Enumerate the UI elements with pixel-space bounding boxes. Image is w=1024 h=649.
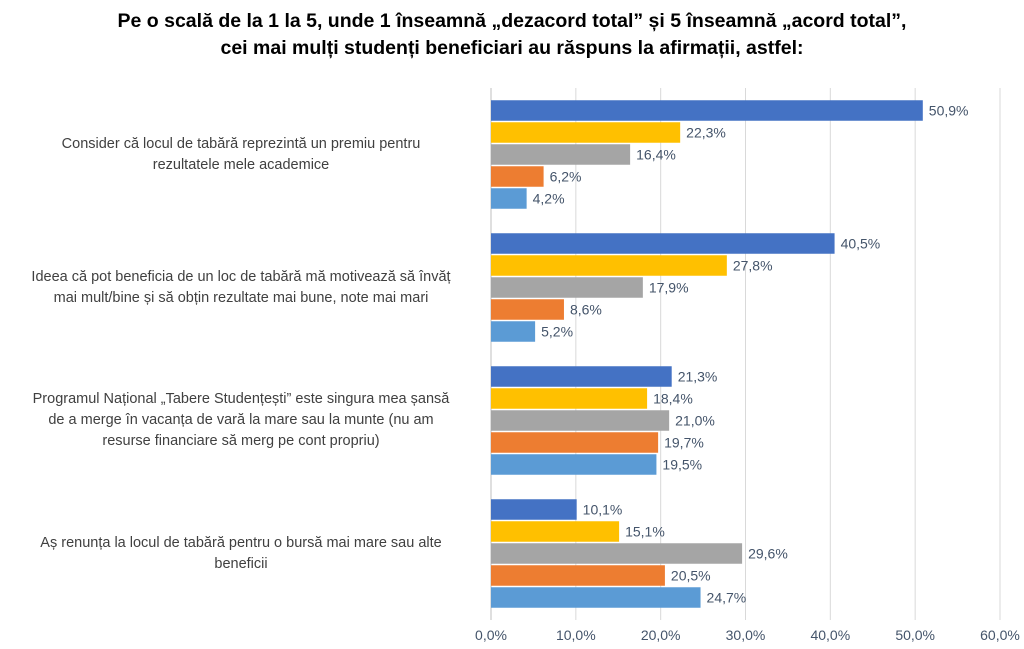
bar bbox=[491, 543, 743, 564]
bar bbox=[491, 521, 620, 542]
data-label: 50,9% bbox=[929, 103, 969, 119]
data-label: 6,2% bbox=[550, 169, 582, 185]
x-tick-label: 20,0% bbox=[641, 627, 681, 643]
x-tick-label: 50,0% bbox=[895, 627, 935, 643]
bar bbox=[491, 454, 657, 475]
bar bbox=[491, 100, 923, 121]
bar bbox=[491, 122, 681, 143]
data-label: 20,5% bbox=[671, 568, 711, 584]
data-label: 5,2% bbox=[541, 324, 573, 340]
x-tick-label: 0,0% bbox=[475, 627, 507, 643]
chart-title: Pe o scală de la 1 la 5, unde 1 înseamnă… bbox=[0, 8, 1024, 62]
data-label: 18,4% bbox=[653, 391, 693, 407]
data-label: 21,3% bbox=[678, 369, 718, 385]
data-label: 15,1% bbox=[625, 524, 665, 540]
category-label: Aș renunța la locul de tabără pentru o b… bbox=[6, 533, 476, 575]
category-label: Ideea că pot beneficia de un loc de tabă… bbox=[6, 267, 476, 309]
category-label-line: Ideea că pot beneficia de un loc de tabă… bbox=[31, 268, 451, 285]
bar bbox=[491, 366, 672, 387]
data-label: 4,2% bbox=[533, 191, 565, 207]
bar bbox=[491, 144, 631, 165]
category-label-line: Consider că locul de tabără reprezintă u… bbox=[61, 135, 421, 152]
bar bbox=[491, 410, 670, 431]
chart-title-line-1: Pe o scală de la 1 la 5, unde 1 înseamnă… bbox=[117, 10, 907, 32]
bar bbox=[491, 277, 643, 298]
bar bbox=[491, 255, 727, 276]
data-label: 16,4% bbox=[636, 147, 676, 163]
data-label: 29,6% bbox=[748, 546, 788, 562]
data-label: 8,6% bbox=[570, 302, 602, 318]
bar bbox=[491, 587, 701, 608]
x-tick-label: 30,0% bbox=[726, 627, 766, 643]
data-label: 21,0% bbox=[675, 413, 715, 429]
bar bbox=[491, 499, 577, 520]
chart-title-line-2: cei mai mulți studenți beneficiari au ră… bbox=[220, 37, 804, 59]
category-label-line: resurse financiare să merg pe cont propr… bbox=[102, 433, 380, 449]
data-label: 24,7% bbox=[707, 590, 747, 606]
bar bbox=[491, 432, 659, 453]
data-label: 27,8% bbox=[733, 258, 773, 274]
bar bbox=[491, 166, 544, 187]
category-label-line: beneficii bbox=[214, 555, 268, 572]
data-label: 22,3% bbox=[686, 125, 726, 141]
data-label: 19,7% bbox=[664, 435, 704, 451]
bar bbox=[491, 233, 835, 254]
bar bbox=[491, 299, 564, 320]
bar bbox=[491, 388, 648, 409]
data-label: 10,1% bbox=[583, 502, 623, 518]
category-label-line: mai mult/bine și să obțin rezultate mai … bbox=[53, 289, 429, 306]
category-label: Programul Național „Tabere Studențești” … bbox=[6, 389, 476, 452]
data-label: 19,5% bbox=[662, 457, 702, 473]
category-label-line: rezultatele mele academice bbox=[152, 156, 330, 173]
category-label-line: Aș renunța la locul de tabără pentru o b… bbox=[40, 534, 442, 551]
category-label-line: Programul Național „Tabere Studențești” … bbox=[32, 391, 450, 407]
x-tick-label: 40,0% bbox=[810, 627, 850, 643]
data-label: 17,9% bbox=[649, 280, 689, 296]
x-tick-label: 60,0% bbox=[980, 627, 1020, 643]
category-label-line: de a merge în vacanța de vară la mare sa… bbox=[48, 412, 434, 428]
bar bbox=[491, 321, 536, 342]
bar bbox=[491, 188, 527, 209]
data-label: 40,5% bbox=[841, 236, 881, 252]
category-label: Consider că locul de tabără reprezintă u… bbox=[6, 134, 476, 176]
bar bbox=[491, 565, 665, 586]
x-tick-label: 10,0% bbox=[556, 627, 596, 643]
